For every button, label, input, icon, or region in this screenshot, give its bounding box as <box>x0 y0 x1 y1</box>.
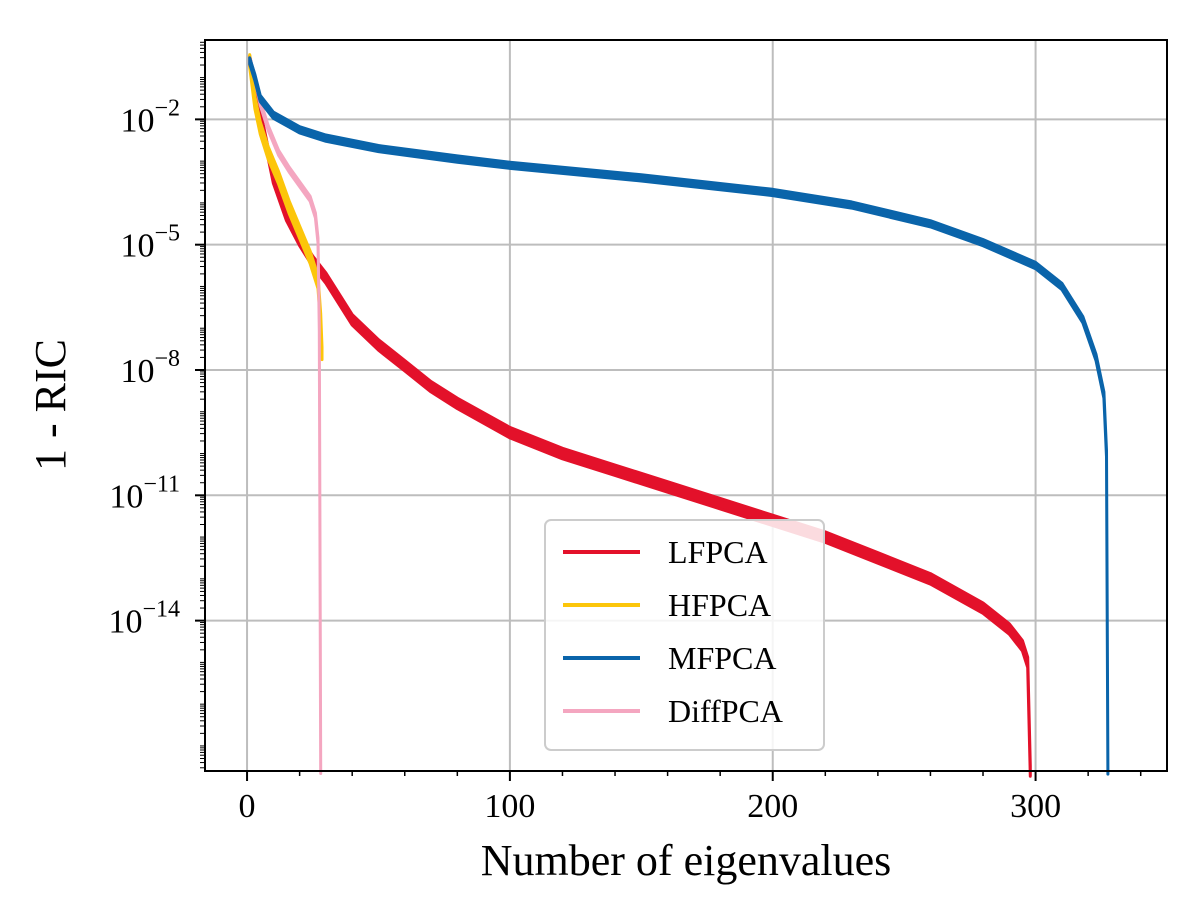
legend-label-mfpca: MFPCA <box>668 640 777 676</box>
y-tick-label: 10−11 <box>109 471 180 515</box>
x-tick-label: 100 <box>484 788 535 825</box>
x-tick-label: 200 <box>747 788 798 825</box>
series-diffpca <box>248 56 323 775</box>
y-axis-ticks: 10−2 10−5 10−8 10−11 10−14 <box>108 41 205 769</box>
y-tick-label: 10−2 <box>120 95 180 139</box>
series-lfpca <box>248 54 1032 778</box>
x-axis-ticks: 0 100 200 300 <box>239 771 1142 825</box>
y-axis-label: 1 - RIC <box>26 339 75 471</box>
legend-box <box>544 519 825 751</box>
series-hfpca <box>248 53 324 362</box>
x-axis-label: Number of eigenvalues <box>481 836 892 885</box>
y-tick-label: 10−14 <box>108 597 180 641</box>
plot-frame <box>204 39 1168 772</box>
legend-label-diffpca: DiffPCA <box>668 693 783 729</box>
series-mfpca <box>248 56 1110 776</box>
x-tick-label: 0 <box>239 788 256 825</box>
series-group <box>248 53 1110 778</box>
axes <box>204 39 1168 772</box>
x-tick-label: 300 <box>1010 788 1061 825</box>
legend: LFPCA HFPCA MFPCA DiffPCA <box>544 519 825 751</box>
legend-label-hfpca: HFPCA <box>668 587 771 623</box>
legend-label-lfpca: LFPCA <box>668 534 768 570</box>
y-tick-label: 10−5 <box>120 221 180 265</box>
y-tick-label: 10−8 <box>120 346 180 390</box>
